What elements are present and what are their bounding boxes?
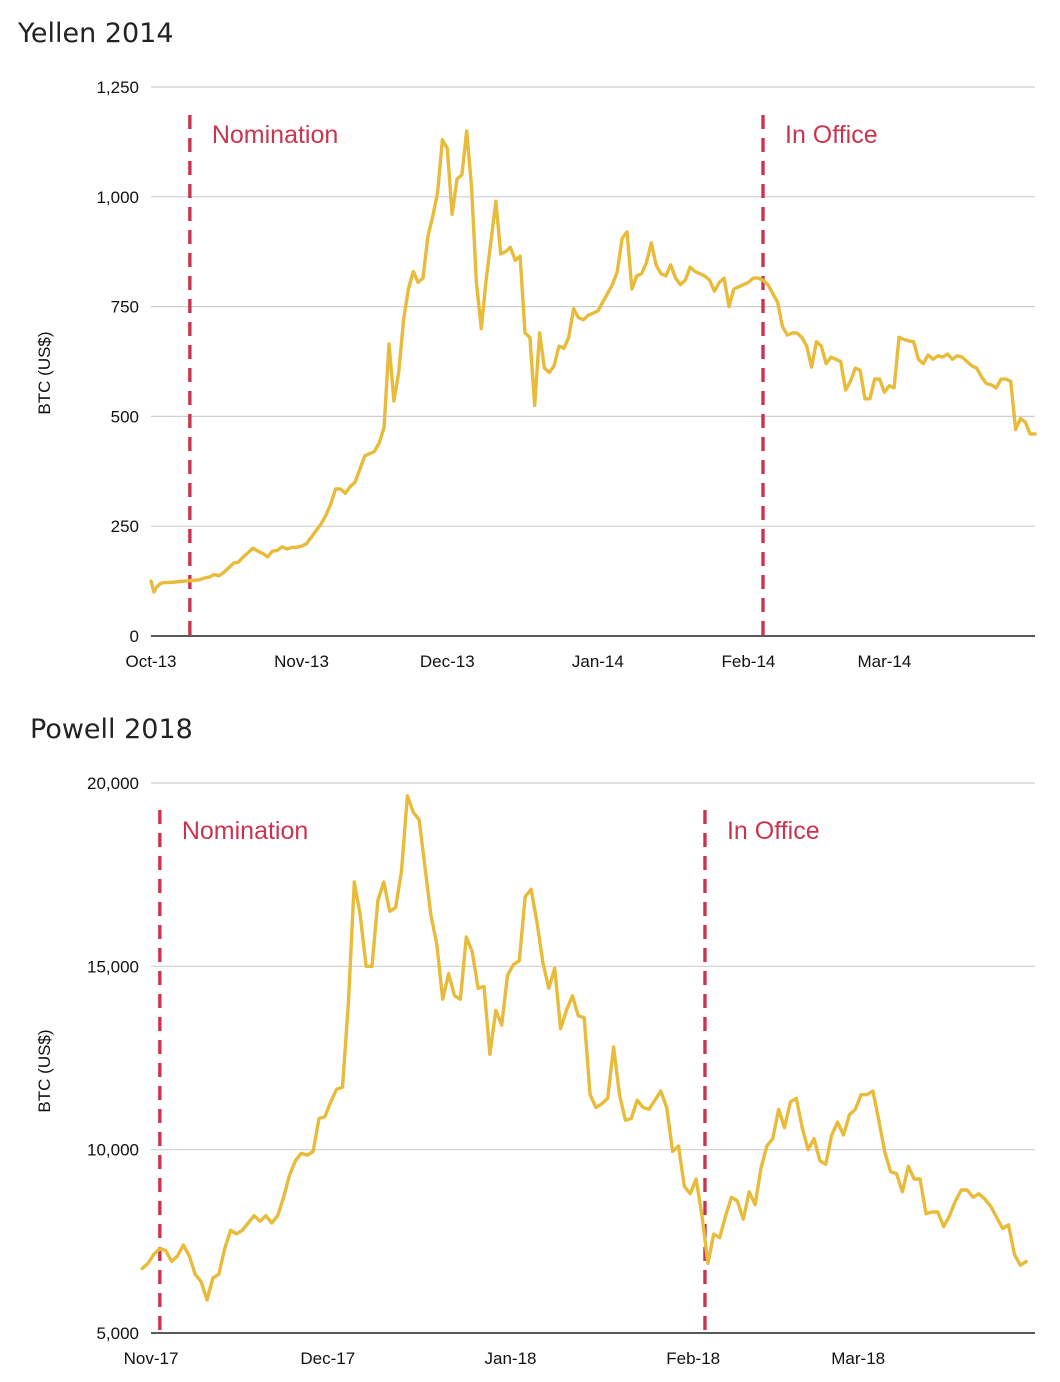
x-tick-label: Jan-18 [485, 1349, 537, 1368]
x-tick-label: Nov-13 [274, 652, 329, 671]
event-marker-label: Nomination [212, 121, 338, 149]
x-tick-label: Jan-14 [572, 652, 624, 671]
series-line [140, 794, 1028, 1302]
y-tick-label: 0 [130, 627, 139, 646]
x-tick-label: Oct-13 [125, 652, 176, 671]
y-tick-label: 500 [111, 407, 139, 426]
gridlines [151, 782, 1035, 1151]
x-tick-labels: Oct-13 Nov-13 Dec-13 Jan-14 Feb-14 Mar-14 [125, 652, 911, 671]
chart-title: Yellen 2014 [17, 18, 174, 49]
x-tick-label: Feb-14 [721, 652, 775, 671]
y-axis-label: BTC (US$) [35, 1029, 54, 1112]
y-tick-label: 5,000 [96, 1324, 139, 1343]
y-tick-labels: 0 250 500 750 1,000 1,250 [96, 78, 139, 646]
x-tick-label: Nov-17 [124, 1349, 179, 1368]
chart-yellen-2014: Yellen 2014 BTC (US$) 0 250 500 750 1,000 1,2… [17, 18, 1037, 671]
y-tick-label: 750 [111, 298, 139, 317]
x-tick-label: Dec-17 [300, 1349, 355, 1368]
chart-title: Powell 2018 [30, 714, 193, 745]
series-line [149, 129, 1037, 594]
y-tick-labels: 5,000 10,000 15,000 20,000 [87, 774, 139, 1343]
event-markers: Nomination In Office [188, 115, 878, 636]
event-marker-label: Nomination [182, 817, 308, 845]
price-series [149, 129, 1037, 594]
y-tick-label: 20,000 [87, 774, 139, 793]
y-tick-label: 1,000 [96, 188, 139, 207]
x-tick-label: Dec-13 [420, 652, 475, 671]
event-markers: Nomination In Office [158, 810, 820, 1333]
gridlines [151, 86, 1035, 527]
event-marker-label: In Office [785, 121, 878, 149]
y-axis-label: BTC (US$) [35, 331, 54, 414]
price-series [140, 794, 1028, 1302]
y-tick-label: 250 [111, 517, 139, 536]
x-tick-label: Mar-14 [857, 652, 911, 671]
x-tick-label: Mar-18 [831, 1349, 885, 1368]
y-tick-label: 1,250 [96, 78, 139, 97]
y-tick-label: 15,000 [87, 957, 139, 976]
x-tick-label: Feb-18 [666, 1349, 720, 1368]
event-marker-label: In Office [727, 817, 820, 845]
x-tick-labels: Nov-17 Dec-17 Jan-18 Feb-18 Mar-18 [124, 1349, 886, 1368]
chart-powell-2018: Powell 2018 BTC (US$) 5,000 10,000 15,000 2… [30, 714, 1035, 1368]
y-tick-label: 10,000 [87, 1141, 139, 1160]
